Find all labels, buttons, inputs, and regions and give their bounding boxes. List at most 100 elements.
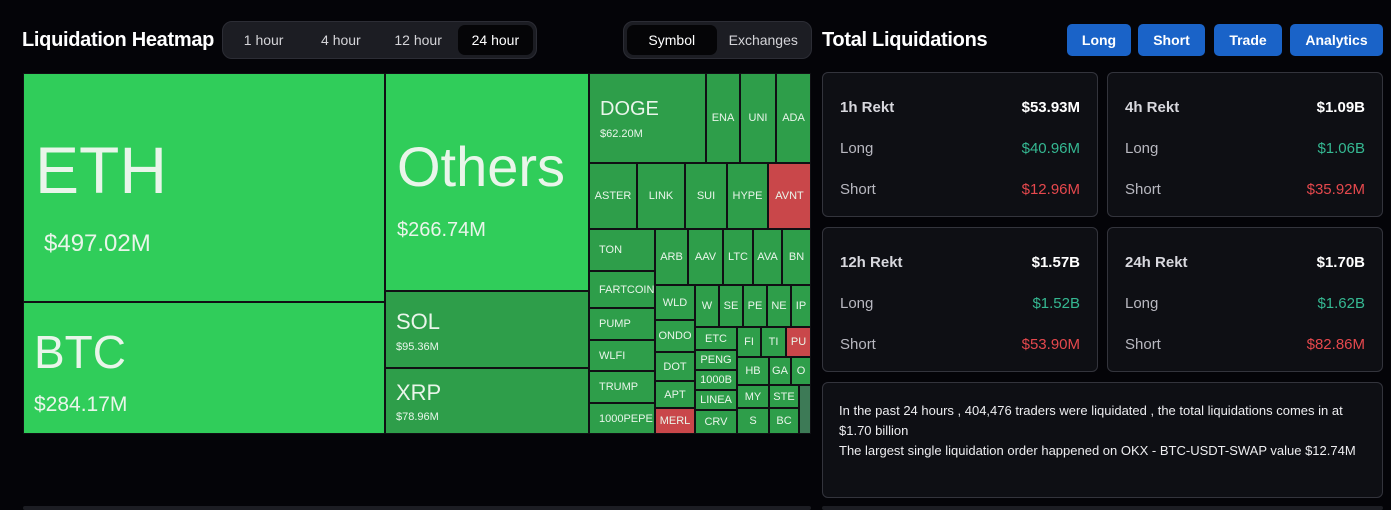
tile-dot[interactable]: DOT xyxy=(655,352,695,381)
view-option-exchanges[interactable]: Exchanges xyxy=(728,32,798,48)
tile-value: $95.36M xyxy=(396,341,439,353)
liquidation-heatmap: ETH $497.02M BTC $284.17M Others $266.74… xyxy=(23,73,811,434)
tile-merl[interactable]: MERL xyxy=(655,408,695,434)
tile-ga[interactable]: GA xyxy=(769,357,791,385)
tile-symbol: W xyxy=(701,300,713,312)
tile-ena[interactable]: ENA xyxy=(706,73,740,163)
tile-pu[interactable]: PU xyxy=(786,327,811,357)
tile-ip[interactable]: IP xyxy=(791,285,811,327)
tile-symbol: TI xyxy=(768,336,779,348)
tile-ondo[interactable]: ONDO xyxy=(655,320,695,352)
tile-symbol: BN xyxy=(788,251,805,263)
tile-symbol: LINK xyxy=(648,190,674,202)
trade-button[interactable]: Trade xyxy=(1214,24,1282,56)
tile-symbol: ADA xyxy=(782,112,805,124)
tile-ne[interactable]: NE xyxy=(767,285,791,327)
total-liquidations-title: Total Liquidations xyxy=(822,29,988,51)
tile-ltc[interactable]: LTC xyxy=(723,229,753,285)
tile-pump[interactable]: PUMP xyxy=(589,308,655,340)
time-option-12h[interactable]: 12 hour xyxy=(394,32,442,48)
tile-symbol: BTC xyxy=(34,326,126,378)
tile-symbol: PE xyxy=(747,300,763,312)
tile-ti[interactable]: TI xyxy=(761,327,786,357)
time-option-4h[interactable]: 4 hour xyxy=(321,32,361,48)
tile-symbol: SUI xyxy=(696,190,716,202)
tile-pe[interactable]: PE xyxy=(743,285,767,327)
tile-1000b[interactable]: 1000B xyxy=(695,370,737,390)
tile-symbol: IP xyxy=(795,300,807,312)
tile-uni[interactable]: UNI xyxy=(740,73,776,163)
card-period: 4h Rekt xyxy=(1125,98,1180,116)
tile-sol[interactable]: SOL $95.36M xyxy=(385,291,589,368)
time-option-24h[interactable]: 24 hour xyxy=(457,25,533,55)
tile-symbol: MERL xyxy=(659,415,691,427)
tile-trump[interactable]: TRUMP xyxy=(589,371,655,403)
tile-ton[interactable]: TON xyxy=(589,229,655,271)
tile-arb[interactable]: ARB xyxy=(655,229,688,285)
rekt-card-12h: 12h Rekt $1.57B Long $1.52B Short $53.90M xyxy=(822,227,1098,372)
tile-symbol: ETH xyxy=(35,133,167,207)
tile-ste[interactable]: STE xyxy=(769,385,799,408)
tile-symbol: ETC xyxy=(705,332,727,345)
summary-total-text: In the past 24 hours , 404,476 traders w… xyxy=(839,403,1343,438)
tile-misc[interactable] xyxy=(799,385,811,434)
summary-largest-order-text: The largest single liquidation order hap… xyxy=(839,443,1356,458)
card-long-value: $1.62B xyxy=(1317,294,1365,312)
tile-symbol: BC xyxy=(776,415,792,427)
tile-ada[interactable]: ADA xyxy=(776,73,811,163)
tile-symbol: FI xyxy=(744,336,754,348)
tile-symbol: UNI xyxy=(748,112,768,124)
card-period: 1h Rekt xyxy=(840,98,895,116)
card-short-value: $53.90M xyxy=(1021,335,1080,353)
heatmap-title: Liquidation Heatmap xyxy=(22,29,215,51)
tile-symbol: SOL xyxy=(396,309,441,334)
tile-avnt[interactable]: AVNT xyxy=(768,163,811,229)
tile-xrp[interactable]: XRP $78.96M xyxy=(385,368,589,434)
tile-etc[interactable]: ETC xyxy=(695,327,737,350)
card-total: $1.70B xyxy=(1316,253,1365,271)
analytics-button[interactable]: Analytics xyxy=(1290,24,1383,56)
tile-symbol: CRV xyxy=(704,416,728,428)
view-option-symbol[interactable]: Symbol xyxy=(627,25,717,55)
tile-symbol: TRUMP xyxy=(599,381,639,393)
tile-fi[interactable]: FI xyxy=(737,327,761,357)
tile-apt[interactable]: APT xyxy=(655,381,695,408)
time-option-1h[interactable]: 1 hour xyxy=(243,32,284,48)
tile-o[interactable]: O xyxy=(791,357,811,385)
tile-bc[interactable]: BC xyxy=(769,408,799,434)
tile-sui[interactable]: SUI xyxy=(685,163,727,229)
tile-symbol: AVA xyxy=(757,251,778,263)
tile-my[interactable]: MY xyxy=(737,385,769,408)
tile-link[interactable]: LINK xyxy=(637,163,685,229)
tile-symbol: S xyxy=(749,415,757,427)
tile-aav[interactable]: AAV xyxy=(688,229,723,285)
tile-others[interactable]: Others $266.74M xyxy=(385,73,589,291)
tile-symbol: GA xyxy=(772,365,788,377)
tile-se[interactable]: SE xyxy=(719,285,743,327)
short-button[interactable]: Short xyxy=(1138,24,1205,56)
rekt-card-1h: 1h Rekt $53.93M Long $40.96M Short $12.96M xyxy=(822,72,1098,217)
tile-s[interactable]: S xyxy=(737,408,769,434)
tile-crv[interactable]: CRV xyxy=(695,410,737,434)
tile-hype[interactable]: HYPE xyxy=(727,163,768,229)
tile-linea[interactable]: LINEA xyxy=(695,390,737,410)
tile-peng[interactable]: PENG xyxy=(695,350,737,370)
tile-hb[interactable]: HB xyxy=(737,357,769,385)
tile-ava[interactable]: AVA xyxy=(753,229,782,285)
tile-symbol: STE xyxy=(773,390,795,403)
tile-eth[interactable]: ETH $497.02M xyxy=(23,73,385,302)
tile-fartcoin[interactable]: FARTCOIN xyxy=(589,271,655,308)
tile-wld[interactable]: WLD xyxy=(655,285,695,320)
tile-doge[interactable]: DOGE $62.20M xyxy=(589,73,706,163)
tile-symbol: 1000B xyxy=(700,374,732,386)
long-button[interactable]: Long xyxy=(1067,24,1131,56)
view-selector: Symbol Exchanges xyxy=(623,21,812,59)
tile-btc[interactable]: BTC $284.17M xyxy=(23,302,385,434)
tile-w[interactable]: W xyxy=(695,285,719,327)
tile-aster[interactable]: ASTER xyxy=(589,163,637,229)
tile-symbol: ENA xyxy=(711,112,735,124)
tile-bn[interactable]: BN xyxy=(782,229,811,285)
tile-symbol: XRP xyxy=(396,380,442,405)
tile-1000pepe[interactable]: 1000PEPE xyxy=(589,403,655,434)
tile-wlfi[interactable]: WLFI xyxy=(589,340,655,371)
